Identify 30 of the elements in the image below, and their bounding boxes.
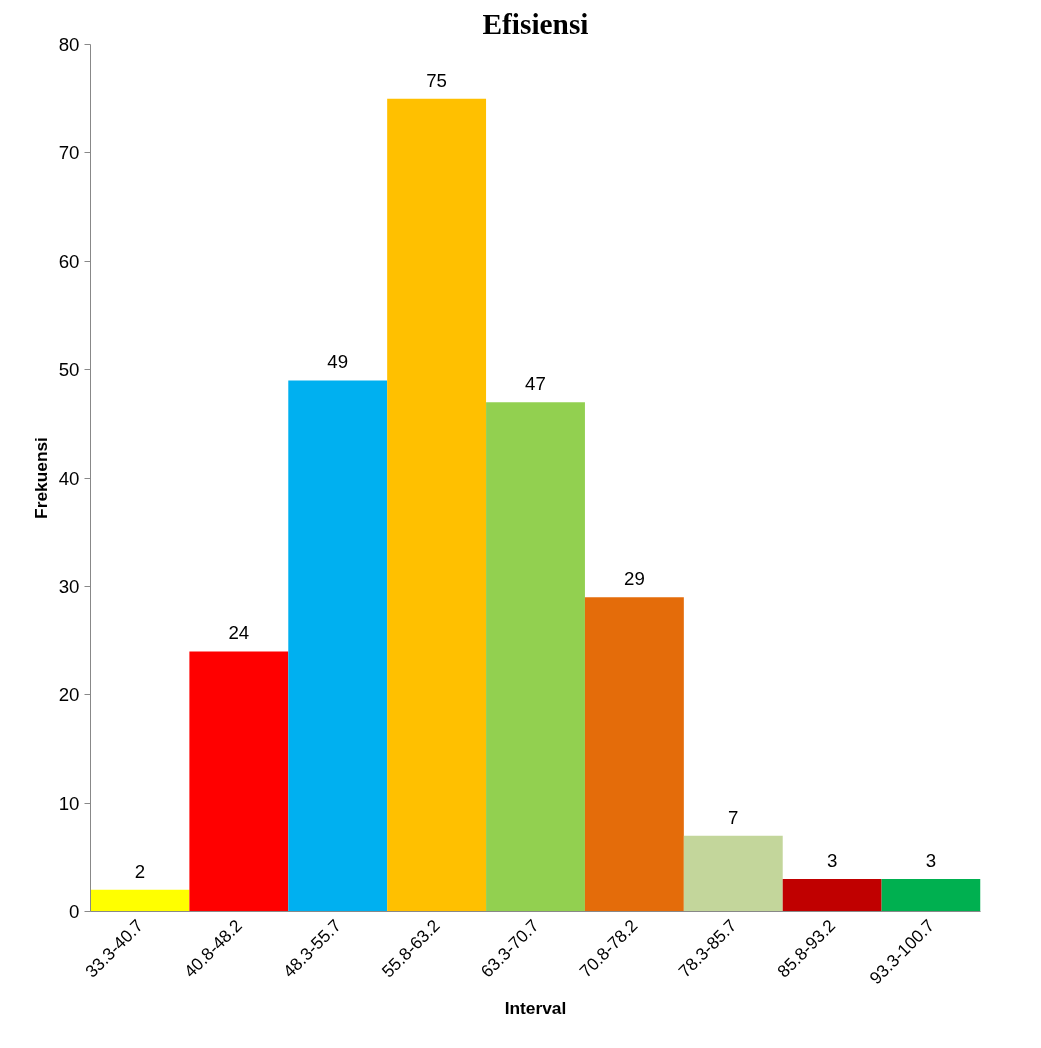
bar <box>881 878 981 912</box>
data-label: 24 <box>228 622 250 644</box>
bar <box>584 597 684 912</box>
data-label: 2 <box>134 860 146 882</box>
bar <box>782 878 882 912</box>
data-label: 49 <box>327 351 349 373</box>
y-tick-label: 10 <box>58 792 80 814</box>
y-axis-title: Frekuensi <box>30 437 51 519</box>
y-tick-label: 40 <box>58 467 80 489</box>
y-tick-label: 80 <box>58 34 80 55</box>
data-label: 7 <box>728 806 739 828</box>
y-tick-label: 60 <box>58 250 80 272</box>
y-tick-label: 50 <box>58 359 80 381</box>
y-tick-label: 20 <box>58 684 80 706</box>
bar <box>288 380 388 912</box>
data-label: 3 <box>925 849 937 871</box>
y-tick-label: 30 <box>58 575 80 597</box>
chart-title: Efisiensi <box>482 7 589 40</box>
bar <box>387 98 487 912</box>
y-tick-label: 0 <box>69 901 80 922</box>
bar <box>189 651 289 912</box>
y-tick-label: 70 <box>58 142 80 164</box>
bar <box>486 402 585 912</box>
data-label: 29 <box>624 568 645 590</box>
data-label: 47 <box>525 373 546 395</box>
data-label: 75 <box>426 69 447 91</box>
data-label: 3 <box>826 849 838 871</box>
bar <box>90 889 190 912</box>
bar <box>683 835 783 912</box>
x-axis-title: Interval <box>504 997 567 1018</box>
